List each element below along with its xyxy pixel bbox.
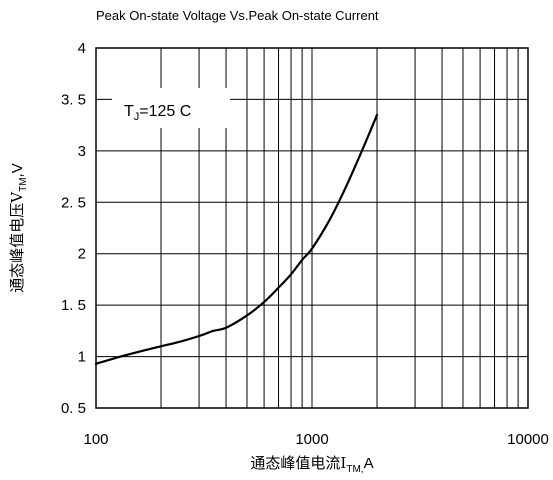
x-tick-label: 100 (83, 431, 108, 448)
annotation-tail: =125 C (139, 103, 191, 120)
x-axis-label-tail: A (364, 455, 374, 472)
y-tick-label: 1. 5 (61, 297, 86, 314)
x-axis-label-main: 通态峰值电流I (250, 454, 346, 472)
x-axis-label-sub: TM, (346, 464, 363, 475)
annotation-sub: J (134, 111, 140, 123)
y-axis-label: 通态峰值电压VTM,V (8, 163, 29, 292)
plot-frame (95, 47, 529, 409)
y-axis-label-sub: TM (18, 177, 29, 191)
y-tick-label: 2 (78, 246, 86, 263)
x-tick-label: 1000 (295, 431, 328, 448)
y-tick-label: 2. 5 (61, 194, 86, 211)
x-axis-label: 通态峰值电流ITM,A (250, 454, 373, 475)
y-tick-label: 3. 5 (61, 91, 86, 108)
chart-title: Peak On-state Voltage Vs.Peak On-state C… (96, 8, 379, 23)
annotation-box (112, 88, 230, 128)
grid (95, 47, 529, 409)
annotation-main: T (124, 103, 134, 120)
y-tick-label: 1 (78, 349, 86, 366)
temperature-annotation: TJ=125 C (124, 103, 191, 123)
y-tick-label: 0. 5 (61, 400, 86, 417)
voltage-current-curve (94, 113, 379, 365)
x-tick-labels: 100 1000 10000 (83, 431, 548, 448)
y-axis-label-tail: ,V (9, 163, 26, 177)
y-tick-label: 3 (78, 143, 86, 160)
y-axis-label-main: 通态峰值电压V (8, 191, 26, 293)
y-tick-labels: 0. 5 1 1. 5 2 2. 5 3 3. 5 4 (61, 40, 86, 417)
y-tick-label: 4 (78, 40, 86, 57)
x-tick-label: 10000 (507, 431, 549, 448)
